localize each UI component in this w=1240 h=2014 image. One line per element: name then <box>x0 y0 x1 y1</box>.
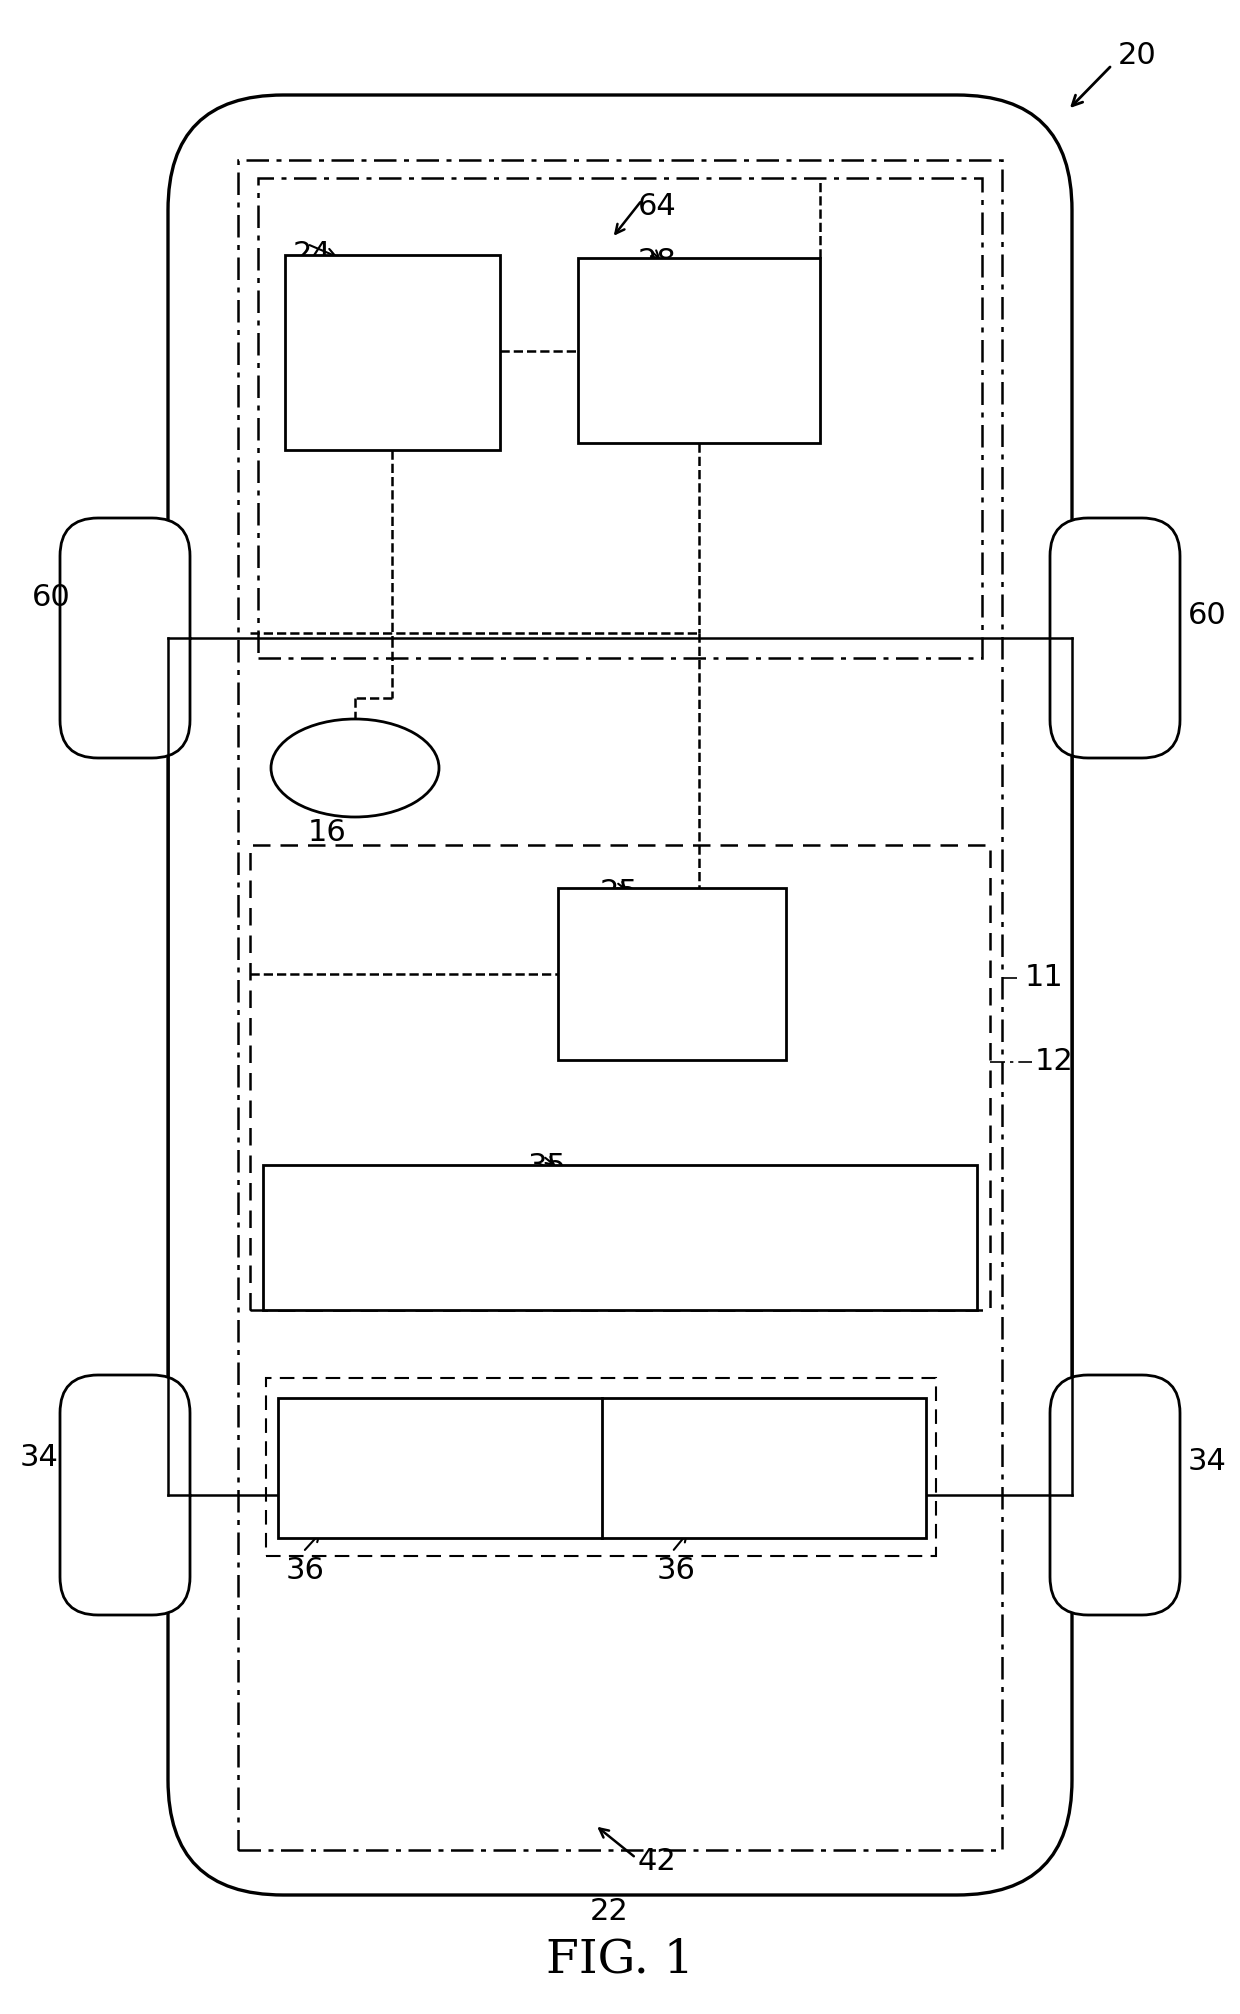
Text: 16: 16 <box>308 818 347 848</box>
FancyBboxPatch shape <box>60 1376 190 1615</box>
Text: FIG. 1: FIG. 1 <box>546 1937 694 1982</box>
Text: 36: 36 <box>657 1557 696 1585</box>
Text: 64: 64 <box>639 191 677 222</box>
Bar <box>238 159 1002 1851</box>
Text: 12: 12 <box>1035 1047 1074 1077</box>
Text: 24: 24 <box>293 240 332 270</box>
Ellipse shape <box>272 719 439 818</box>
Text: 11: 11 <box>1025 963 1064 993</box>
Text: 34: 34 <box>20 1444 58 1472</box>
Text: 34: 34 <box>1188 1448 1226 1476</box>
Text: 20: 20 <box>1118 40 1157 70</box>
Text: 25: 25 <box>600 878 639 906</box>
Bar <box>250 846 990 1309</box>
Bar <box>267 1378 936 1557</box>
FancyBboxPatch shape <box>1050 1376 1180 1615</box>
Text: 42: 42 <box>639 1847 677 1877</box>
Bar <box>285 256 500 449</box>
Text: 36: 36 <box>286 1557 325 1585</box>
Text: 60: 60 <box>32 584 71 612</box>
FancyBboxPatch shape <box>60 518 190 757</box>
Text: 35: 35 <box>528 1152 567 1180</box>
FancyBboxPatch shape <box>167 95 1073 1895</box>
Text: 28: 28 <box>639 248 677 276</box>
Text: 60: 60 <box>1188 600 1226 630</box>
Bar <box>278 1398 926 1539</box>
Bar <box>258 177 982 659</box>
Bar <box>263 1164 977 1309</box>
FancyBboxPatch shape <box>1050 518 1180 757</box>
Bar <box>578 258 820 443</box>
Bar <box>558 888 786 1059</box>
Text: 22: 22 <box>590 1897 629 1927</box>
